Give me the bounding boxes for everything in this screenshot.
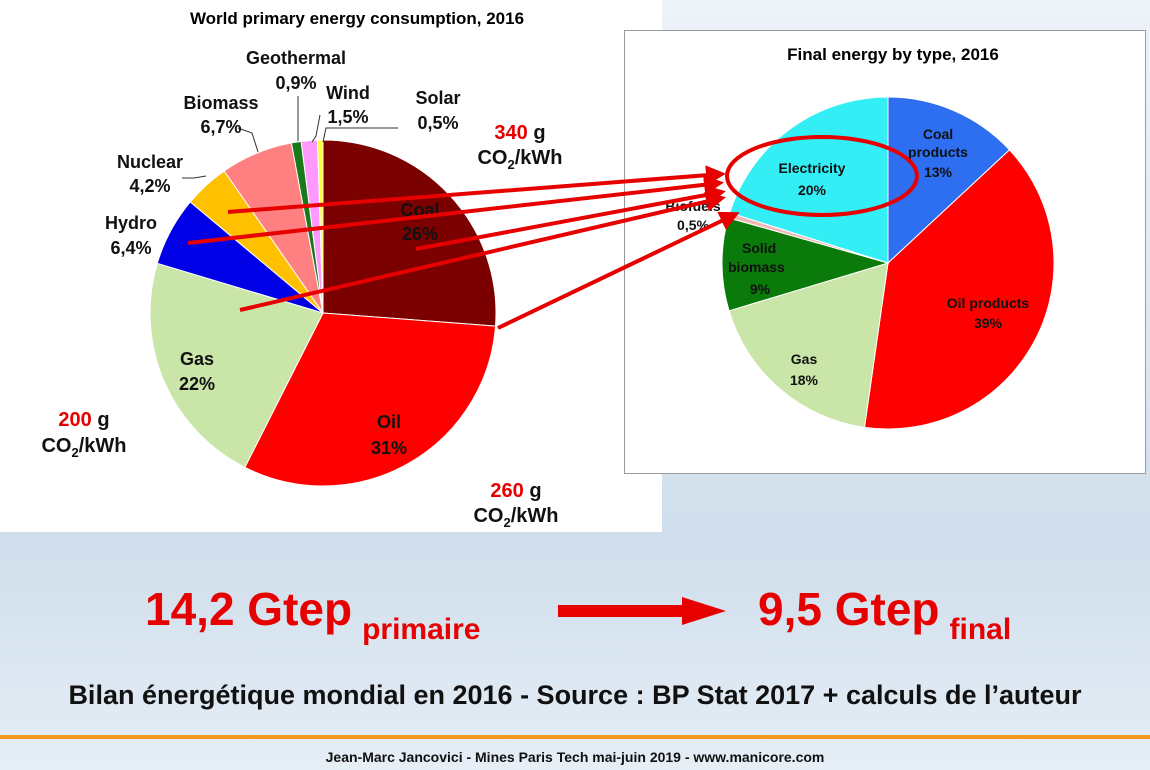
primary-chart-title: World primary energy consumption, 2016 (190, 9, 524, 28)
pie1-value-solar: 0,5% (417, 113, 458, 133)
pie1-label-biomass: Biomass (183, 93, 258, 113)
pie2-value-gas: 18% (790, 372, 819, 388)
slide-footer: Jean-Marc Jancovici - Mines Paris Tech m… (325, 749, 825, 765)
pie2-label-electricity: Electricity (779, 160, 846, 176)
pie2-label-solid-biomass-2: biomass (728, 259, 785, 275)
pie2-value-electricity: 20% (798, 182, 827, 198)
pie1-label-wind: Wind (326, 83, 370, 103)
primary-total: 14,2 Gtep primaire (145, 583, 481, 646)
pie1-label-gas: Gas (180, 349, 214, 369)
pie1-value-oil: 31% (371, 438, 407, 458)
arrow-hydro-to-electricity (187, 174, 724, 245)
pie2-label-coal-products-1: Coal (923, 126, 953, 142)
leader-lines (182, 96, 398, 179)
pie2-slice-oil-products (863, 149, 1055, 430)
pie1-value-geothermal: 0,9% (275, 73, 316, 93)
emission-gas-line1: 200 g (58, 409, 109, 431)
conversion-arrows (187, 165, 740, 330)
pie2-label-solid-biomass-1: Solid (742, 240, 776, 256)
pie1-value-biomass: 6,7% (200, 117, 241, 137)
pie2-label-oil-products: Oil products (947, 295, 1030, 311)
emission-oil-line2: CO2/kWh (473, 505, 558, 530)
pie1-label-solar: Solar (415, 88, 460, 108)
slide-subtitle: Bilan énergétique mondial en 2016 - Sour… (68, 680, 1082, 710)
final-total: 9,5 Gtep final (758, 583, 1012, 646)
pie2-value-oil-products: 39% (974, 315, 1003, 331)
pie2-slice-coal-products (887, 96, 1011, 265)
arrow-coal-to-electricity (415, 185, 726, 251)
pie1-value-nuclear: 4,2% (129, 176, 170, 196)
pie1-value-gas: 22% (179, 374, 215, 394)
emission-coal-line1: 340 g (494, 122, 545, 144)
electricity-highlight-ellipse (725, 135, 919, 217)
arrow-oil-to-electricity (497, 211, 740, 330)
arrow-gas-to-electricity (239, 191, 726, 312)
conversion-arrow-big (558, 597, 726, 625)
pie2-label-coal-products-2: products (908, 144, 968, 160)
pie1-label-oil: Oil (377, 412, 401, 432)
pie2-slice-gas (728, 262, 889, 428)
pie1-label-hydro: Hydro (105, 213, 157, 233)
emission-coal-line2: CO2/kWh (477, 147, 562, 172)
pie2-value-solid-biomass: 9% (750, 281, 771, 297)
emission-gas-line2: CO2/kWh (41, 435, 126, 460)
pie2-value-coal-products: 13% (924, 164, 953, 180)
primary-pie (149, 139, 497, 487)
footer-rule (0, 735, 1150, 739)
pie1-value-coal: 26% (402, 224, 438, 244)
pie1-value-wind: 1,5% (327, 107, 368, 127)
pie1-value-hydro: 6,4% (110, 238, 151, 258)
pie1-slice-oil (244, 312, 497, 487)
emission-oil-line1: 260 g (490, 480, 541, 502)
pie1-slice-gas (149, 262, 324, 469)
pie2-label-gas: Gas (791, 351, 818, 367)
final-chart-title: Final energy by type, 2016 (787, 45, 999, 64)
pie1-label-nuclear: Nuclear (117, 152, 183, 172)
arrow-nuclear-to-electricity (227, 165, 726, 214)
pie1-label-geothermal: Geothermal (246, 48, 346, 68)
